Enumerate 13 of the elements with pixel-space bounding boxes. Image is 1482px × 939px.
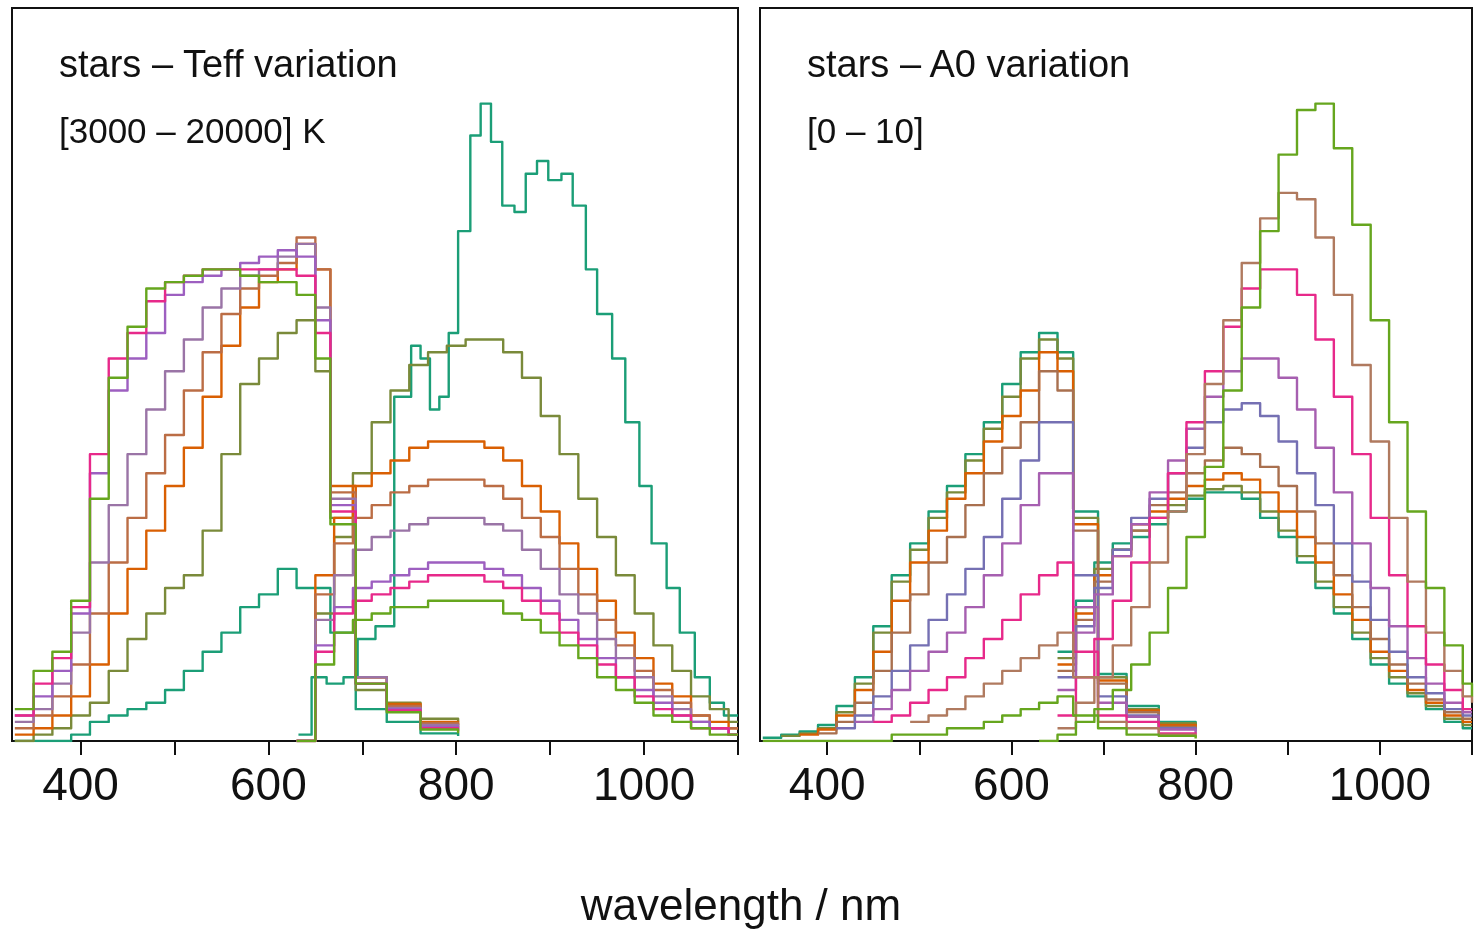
x-tick-label: 400 — [42, 758, 119, 810]
x-tick-label: 1000 — [592, 758, 696, 810]
chart-title: stars – Teff variation — [59, 43, 398, 85]
x-tick-label: 1000 — [1328, 758, 1432, 810]
x-axis-title: wavelength / nm — [579, 880, 903, 930]
chart-subtitle: [0 – 10] — [807, 111, 924, 150]
x-tick-label: 400 — [788, 758, 866, 810]
chart-title: stars – A0 variation — [807, 43, 1131, 85]
x-tick-label: 600 — [973, 758, 1050, 810]
x-tick-label: 800 — [1157, 758, 1235, 810]
x-tick-label: 800 — [417, 758, 495, 810]
x-tick-label: 600 — [230, 758, 307, 810]
chart-subtitle: [3000 – 20000] K — [59, 111, 326, 150]
